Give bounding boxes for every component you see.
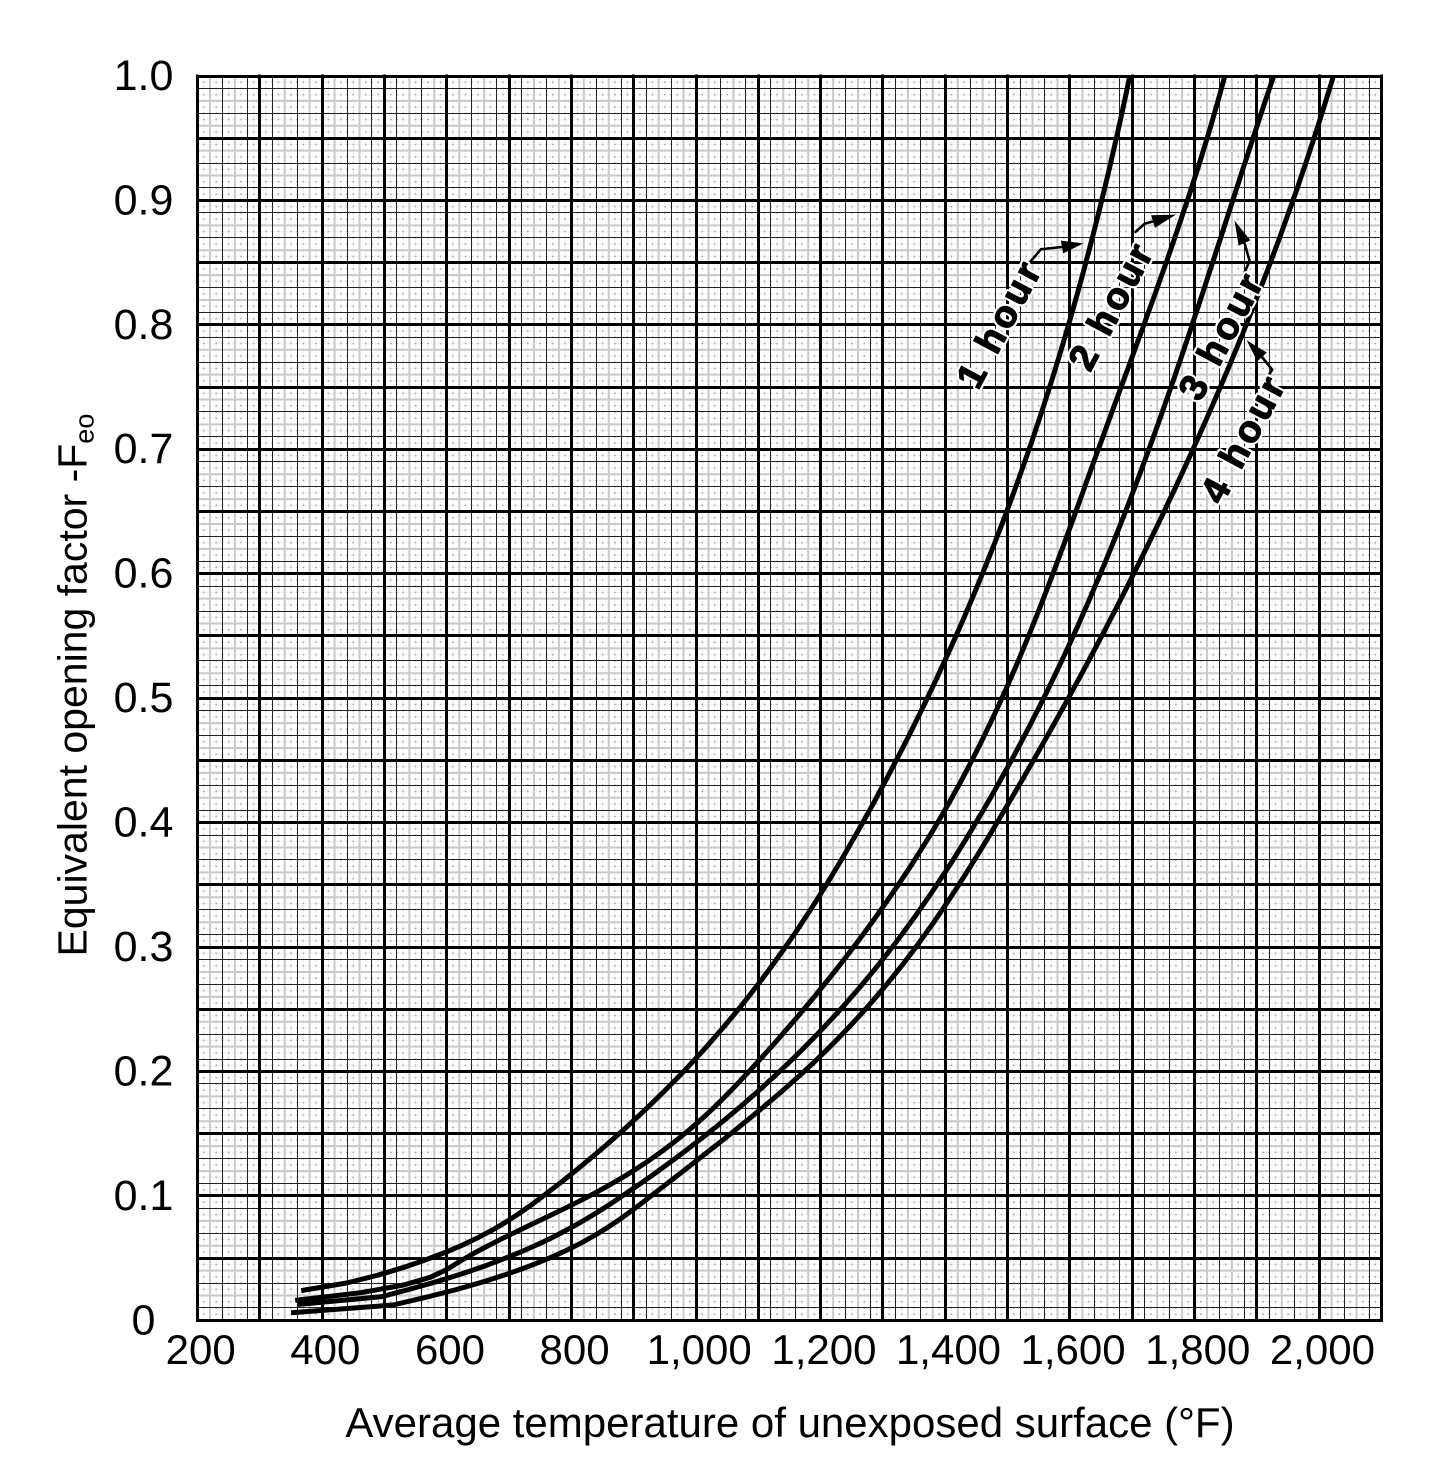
svg-text:1,400: 1,400 [896, 1326, 1001, 1373]
svg-text:0.2: 0.2 [114, 1047, 174, 1095]
svg-text:0.3: 0.3 [114, 923, 174, 971]
svg-text:0.8: 0.8 [114, 301, 174, 349]
svg-text:1.0: 1.0 [114, 52, 174, 100]
svg-text:1,000: 1,000 [647, 1326, 752, 1373]
svg-text:0.7: 0.7 [114, 425, 174, 473]
svg-text:1,600: 1,600 [1021, 1326, 1126, 1373]
svg-text:200: 200 [166, 1326, 236, 1373]
svg-text:0.9: 0.9 [114, 176, 174, 224]
svg-text:800: 800 [540, 1326, 610, 1373]
svg-text:0.4: 0.4 [114, 799, 174, 847]
svg-text:Average temperature of unexpos: Average temperature of unexposed surface… [345, 1399, 1234, 1446]
svg-text:0.6: 0.6 [114, 550, 174, 598]
svg-text:600: 600 [415, 1326, 485, 1373]
svg-text:0: 0 [132, 1296, 156, 1344]
svg-text:0.1: 0.1 [114, 1172, 174, 1220]
svg-text:400: 400 [290, 1326, 360, 1373]
svg-text:2,000: 2,000 [1270, 1326, 1375, 1373]
svg-text:Equivalent opening factor -Feo: Equivalent opening factor -Feo [50, 414, 100, 957]
svg-text:0.5: 0.5 [114, 674, 174, 722]
svg-text:1,200: 1,200 [771, 1326, 876, 1373]
svg-text:1,800: 1,800 [1145, 1326, 1250, 1373]
